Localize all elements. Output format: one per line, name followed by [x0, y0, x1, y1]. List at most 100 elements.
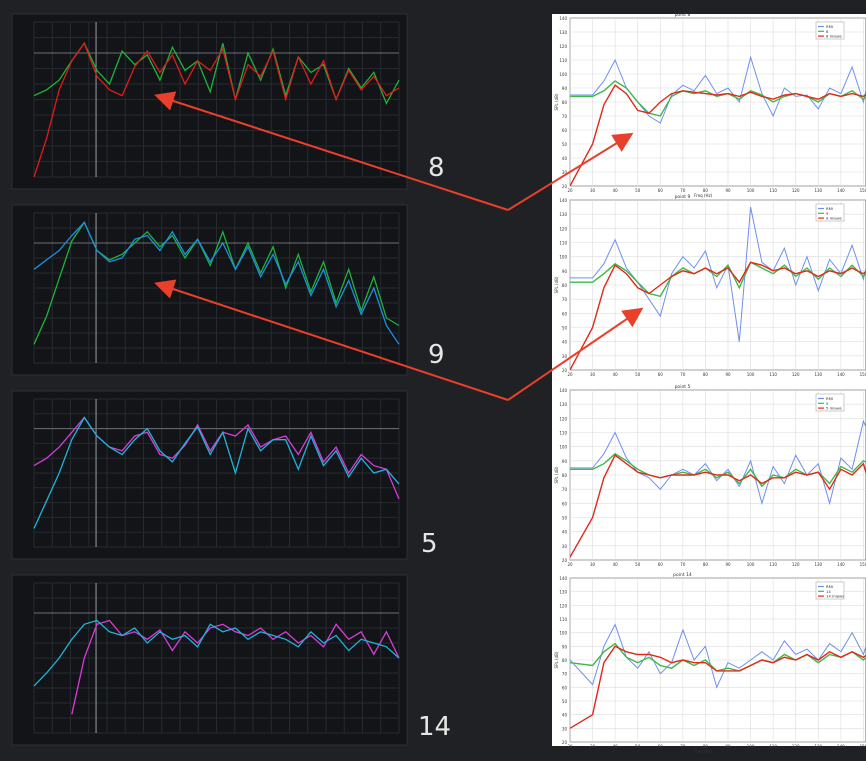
y-tick-label: 90 — [562, 644, 568, 649]
left-plots — [11, 13, 408, 746]
x-tick-label: 130 — [814, 562, 822, 567]
x-tick-label: 130 — [814, 372, 822, 377]
y-tick-label: 80 — [562, 473, 568, 478]
y-tick-label: 50 — [562, 699, 568, 704]
plot-title: point 8 — [675, 12, 691, 18]
series-line-red — [33, 41, 400, 178]
x-tick-label: 20 — [567, 188, 573, 193]
left-plot-14 — [11, 574, 408, 746]
y-tick-label: 140 — [559, 198, 567, 203]
x-tick-label: 60 — [658, 188, 664, 193]
x-tick-label: 100 — [747, 562, 755, 567]
y-tick-label: 100 — [559, 631, 567, 636]
y-tick-label: 50 — [562, 516, 568, 521]
y-tick-label: 50 — [562, 326, 568, 331]
arrow-8-left — [154, 91, 509, 211]
y-tick-label: 20 — [562, 368, 568, 373]
legend-label: 8 mlaws — [826, 34, 842, 39]
legend-label: 9 — [826, 211, 829, 216]
x-tick-label: 40 — [613, 562, 619, 567]
series-line-9-mlaws — [570, 261, 866, 370]
y-tick-label: 50 — [562, 142, 568, 147]
series-line-RMI — [570, 623, 866, 689]
y-tick-label: 30 — [562, 544, 568, 549]
x-tick-label: 100 — [747, 372, 755, 377]
plot-series — [570, 55, 866, 186]
label-8: 8 — [428, 153, 445, 183]
y-tick-label: 120 — [559, 603, 567, 608]
y-tick-label: 80 — [562, 283, 568, 288]
annotation-arrows — [154, 91, 644, 401]
plot-title: point 9 — [675, 194, 691, 200]
y-tick-label: 110 — [559, 431, 567, 436]
x-tick-label: 110 — [769, 744, 777, 749]
y-tick-label: 20 — [562, 558, 568, 563]
series-line-magenta — [71, 619, 400, 715]
y-tick-label: 40 — [562, 713, 568, 718]
y-tick-label: 90 — [562, 269, 568, 274]
y-axis-label: SPL (dB) — [554, 651, 559, 668]
x-tick-label: 40 — [613, 744, 619, 749]
x-tick-label: 150 — [860, 562, 866, 567]
y-tick-label: 60 — [562, 685, 568, 690]
legend-label: 8 — [826, 29, 829, 34]
arrow-8-right — [507, 132, 634, 211]
x-tick-label: 120 — [792, 372, 800, 377]
x-tick-label: 80 — [703, 562, 709, 567]
x-tick-label: 80 — [703, 372, 709, 377]
x-tick-label: 140 — [837, 562, 845, 567]
y-tick-label: 140 — [559, 388, 567, 393]
legend-label: RMI — [826, 396, 833, 401]
x-tick-label: 40 — [613, 372, 619, 377]
y-tick-label: 20 — [562, 740, 568, 745]
x-tick-label: 60 — [658, 562, 664, 567]
right-plot-background — [552, 14, 866, 746]
x-tick-label: 120 — [792, 188, 800, 193]
y-tick-label: 80 — [562, 658, 568, 663]
y-tick-label: 40 — [562, 340, 568, 345]
y-tick-label: 70 — [562, 114, 568, 119]
x-tick-label: 130 — [814, 188, 822, 193]
y-tick-label: 120 — [559, 416, 567, 421]
plot-series — [570, 206, 866, 370]
arrow-9-left — [154, 279, 509, 401]
x-tick-label: 140 — [837, 188, 845, 193]
y-tick-label: 80 — [562, 100, 568, 105]
x-tick-label: 30 — [590, 744, 596, 749]
y-tick-label: 40 — [562, 530, 568, 535]
y-tick-label: 90 — [562, 86, 568, 91]
y-tick-label: 100 — [559, 255, 567, 260]
y-tick-label: 30 — [562, 354, 568, 359]
plot-title: point 14 — [673, 572, 692, 578]
y-tick-label: 110 — [559, 241, 567, 246]
legend-label: RMI — [826, 24, 833, 29]
x-tick-label: 150 — [860, 372, 866, 377]
x-tick-label: 110 — [769, 188, 777, 193]
y-tick-label: 110 — [559, 58, 567, 63]
y-tick-label: 120 — [559, 226, 567, 231]
x-tick-label: 50 — [635, 188, 641, 193]
x-tick-label: 100 — [747, 188, 755, 193]
series-line-14 — [570, 642, 866, 672]
x-tick-label: 50 — [635, 562, 641, 567]
x-tick-label: 20 — [567, 562, 573, 567]
x-tick-label: 100 — [747, 744, 755, 749]
x-tick-label: 130 — [814, 744, 822, 749]
label-9: 9 — [428, 340, 445, 370]
y-tick-label: 130 — [559, 590, 567, 595]
y-tick-label: 110 — [559, 617, 567, 622]
x-axis-label: Freq (Hz) — [694, 749, 713, 754]
left-plot-5 — [11, 390, 408, 560]
x-tick-label: 150 — [860, 188, 866, 193]
x-tick-label: 90 — [725, 562, 731, 567]
x-tick-label: 30 — [590, 562, 596, 567]
y-tick-label: 60 — [562, 501, 568, 506]
x-tick-label: 120 — [792, 744, 800, 749]
y-tick-label: 70 — [562, 297, 568, 302]
legend-label: 9 mlaws — [826, 216, 842, 221]
y-axis-label: SPL (dB) — [554, 93, 559, 110]
y-tick-label: 130 — [559, 402, 567, 407]
x-tick-label: 80 — [703, 744, 709, 749]
y-tick-label: 40 — [562, 156, 568, 161]
